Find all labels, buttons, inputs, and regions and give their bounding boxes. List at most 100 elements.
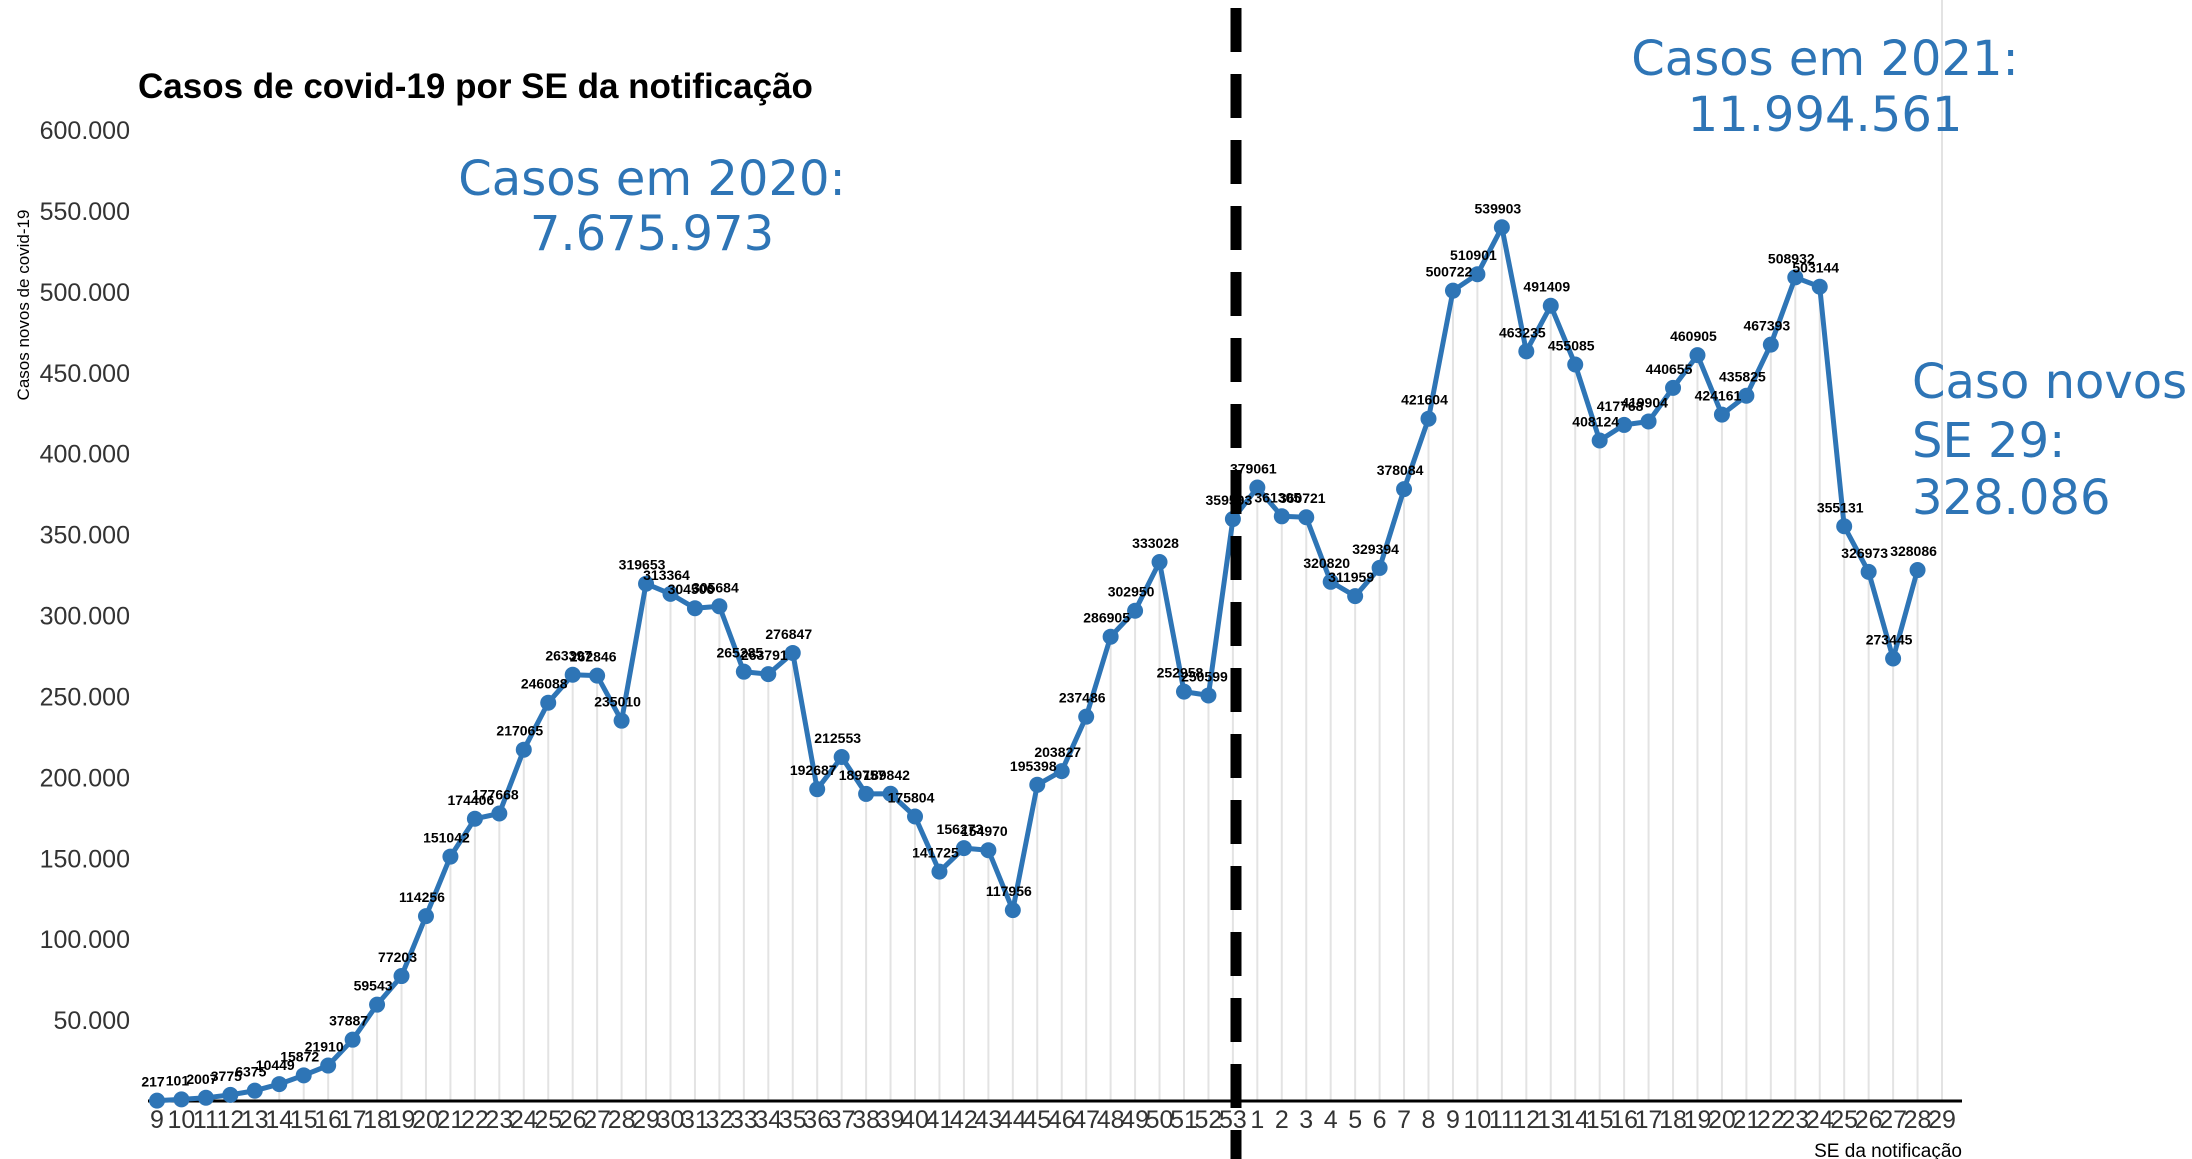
data-point: [1273, 508, 1290, 525]
x-tick-label: 44: [999, 1106, 1027, 1134]
data-label: 114256: [399, 889, 445, 905]
data-label: 37887: [329, 1013, 368, 1029]
x-tick-label: 38: [852, 1106, 880, 1134]
data-label: 304506: [668, 581, 715, 597]
x-tick-label: 29: [1928, 1106, 1956, 1134]
data-label: 435825: [1719, 369, 1766, 385]
data-label: 235010: [594, 694, 641, 710]
chart-title: Casos de covid-19 por SE da notificação: [138, 67, 813, 106]
x-tick-label: 47: [1072, 1106, 1100, 1134]
y-tick-label: 250.000: [40, 683, 130, 711]
data-point: [1200, 687, 1217, 704]
x-tick-label: 43: [974, 1106, 1002, 1134]
data-label: 455085: [1548, 338, 1595, 354]
data-point: [613, 712, 630, 729]
x-tick-label: 11: [193, 1106, 219, 1134]
data-point: [1249, 479, 1266, 496]
data-label: 174406: [448, 792, 495, 808]
data-point: [1713, 406, 1730, 423]
x-tick-label: 14: [265, 1106, 293, 1134]
x-tick-label: 34: [754, 1106, 782, 1134]
data-point: [1567, 356, 1584, 373]
x-tick-label: 10: [168, 1106, 196, 1134]
data-point: [1102, 628, 1119, 645]
x-tick-label: 15: [1586, 1106, 1614, 1134]
x-axis-label: SE da notificação: [1814, 1141, 1962, 1159]
series-line: [149, 219, 1926, 1109]
data-label: 192687: [790, 762, 837, 778]
data-point: [1738, 387, 1755, 404]
x-tick-label: 24: [1806, 1106, 1834, 1134]
x-tick-label: 35: [779, 1106, 807, 1134]
data-label: 302950: [1108, 584, 1155, 600]
x-tick-label: 14: [1561, 1106, 1589, 1134]
x-tick-label: 5: [1348, 1106, 1362, 1134]
x-tick-label: 28: [1904, 1106, 1932, 1134]
data-label: 379061: [1230, 461, 1277, 477]
x-tick-label: 41: [926, 1106, 954, 1134]
data-point: [589, 667, 606, 684]
data-label: 510901: [1450, 247, 1497, 263]
y-tick-label: 600.000: [40, 117, 130, 145]
data-label: 263397: [545, 648, 592, 664]
data-label: 117956: [986, 883, 1032, 899]
data-label: 265285: [716, 645, 763, 661]
data-point: [1053, 763, 1070, 780]
data-point: [173, 1091, 190, 1108]
x-tick-label: 50: [1146, 1106, 1174, 1134]
x-tick-label: 23: [485, 1106, 513, 1134]
x-tick-label: 22: [1757, 1106, 1785, 1134]
data-label: 252958: [1157, 665, 1204, 681]
data-label: 189757: [839, 767, 886, 783]
x-tick-label: 7: [1397, 1106, 1411, 1134]
data-point: [1665, 379, 1682, 396]
data-point: [344, 1031, 361, 1048]
x-tick-label: 27: [1879, 1106, 1907, 1134]
x-tick-label: 8: [1422, 1106, 1436, 1134]
data-label: 177668: [472, 786, 519, 802]
x-tick-label: 19: [1684, 1106, 1712, 1134]
x-tick-label: 52: [1195, 1106, 1223, 1134]
x-tick-label: 32: [705, 1106, 733, 1134]
x-tick-label: 17: [339, 1106, 367, 1134]
x-tick-label: 2: [1275, 1106, 1289, 1134]
data-label: 6375: [235, 1064, 266, 1080]
data-label: 361305: [1254, 489, 1301, 505]
data-point: [1787, 269, 1804, 286]
data-label: 328086: [1890, 543, 1937, 559]
x-tick-label: 24: [510, 1106, 538, 1134]
x-tick-label: 46: [1048, 1106, 1076, 1134]
data-point: [515, 741, 532, 758]
data-label: 141725: [912, 845, 959, 861]
data-point: [320, 1057, 337, 1074]
data-label: 421604: [1401, 392, 1448, 408]
data-label: 491409: [1523, 279, 1570, 295]
data-point: [1371, 559, 1388, 576]
y-tick-label: 200.000: [40, 764, 130, 792]
y-tick-label: 450.000: [40, 360, 130, 388]
x-tick-label: 13: [241, 1106, 269, 1134]
data-point: [1762, 336, 1779, 353]
data-label: 419904: [1621, 394, 1668, 410]
data-point: [1640, 413, 1657, 430]
data-point: [222, 1086, 239, 1103]
x-tick-label: 51: [1170, 1106, 1198, 1134]
x-tick-label: 23: [1781, 1106, 1809, 1134]
data-label: 3775: [211, 1068, 242, 1084]
data-label: 360721: [1279, 490, 1326, 506]
x-tick-label: 49: [1121, 1106, 1149, 1134]
data-label: 333028: [1132, 535, 1179, 551]
data-label: 203827: [1034, 744, 1081, 760]
data-point: [735, 663, 752, 680]
data-label: 212553: [814, 730, 861, 746]
data-point: [662, 585, 679, 602]
data-point: [1885, 650, 1902, 667]
data-label: 313364: [643, 567, 690, 583]
data-point: [638, 575, 655, 592]
data-point: [1078, 708, 1095, 725]
x-axis: 9 101112131415161718192021222324252627282…: [150, 1106, 1956, 1134]
data-label: 189842: [863, 767, 910, 783]
data-point: [882, 785, 899, 802]
data-label: 326973: [1841, 545, 1888, 561]
